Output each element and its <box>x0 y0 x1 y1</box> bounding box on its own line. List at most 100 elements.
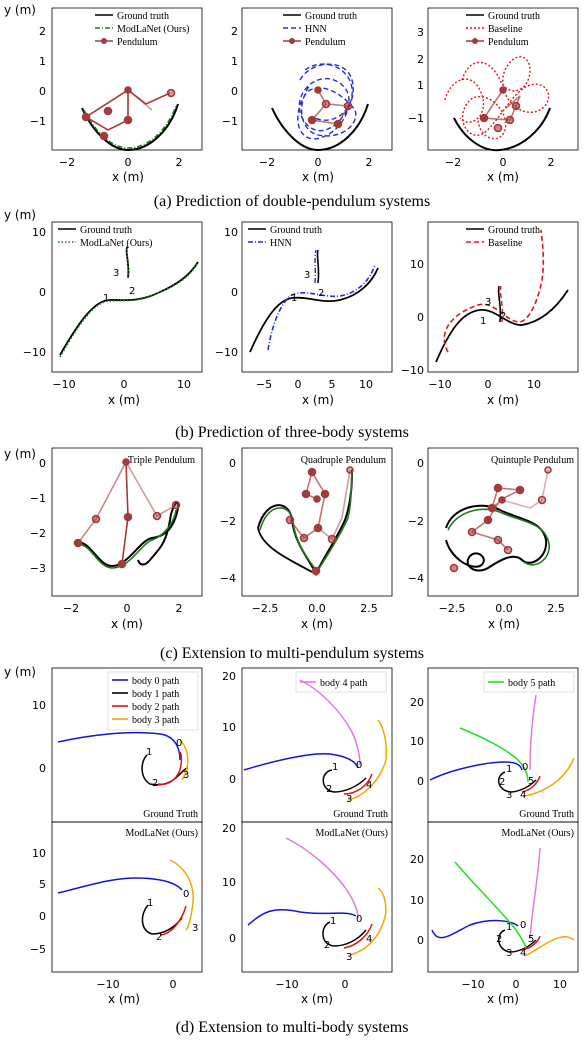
x-axis-label: x (m) <box>108 992 140 1006</box>
x-tick: −2.5 <box>252 602 279 615</box>
y-tick: 10 <box>410 735 424 748</box>
series-modlanet <box>59 263 198 358</box>
panel-title: Triple Pendulum <box>128 455 195 466</box>
y-axis-label: y (m) <box>4 447 36 461</box>
y-tick: −1 <box>30 492 46 505</box>
x-tick: −2 <box>59 156 75 169</box>
legend-label: Pendulum <box>305 37 346 48</box>
y-tick: 5 <box>39 878 46 891</box>
body-label: 2 <box>318 288 324 299</box>
x-tick: 0.0 <box>495 602 513 615</box>
axes-frame <box>51 221 203 373</box>
caption-b: (b) Prediction of three-body systems <box>175 424 409 441</box>
y-tick: 1 <box>39 55 46 68</box>
legend-label: Ground truth <box>488 225 540 236</box>
chart-b2: Ground truth HNN 3 2 1 −5 0 5 10 10 0 −1… <box>215 221 393 407</box>
y-ticks: 20 10 0 <box>410 696 424 788</box>
series-body4 <box>285 837 359 919</box>
body-label: 1 <box>506 764 512 775</box>
legend-label: Baseline <box>488 24 523 35</box>
x-ticks: −2.5 0.0 2.5 <box>252 602 378 615</box>
chart-d4: ModLaNet (Ours) 0 1 2 3 −10 0 10 5 0 −5 … <box>30 821 203 1006</box>
x-tick: 2.5 <box>360 602 378 615</box>
y-tick: 2 <box>417 53 424 66</box>
x-tick: 0 <box>342 978 349 991</box>
body-label: 1 <box>146 747 152 758</box>
x-ticks: −2 0 2 <box>259 156 373 169</box>
series-body1 <box>141 904 183 935</box>
series-body2 <box>159 905 187 936</box>
y-ticks: 0 −1 −2 −3 <box>30 457 46 575</box>
body-label: 2 <box>499 777 505 788</box>
y-tick: −2 <box>30 527 46 540</box>
y-tick: 0 <box>231 85 238 98</box>
legend: Ground truth ModLaNet (Ours) <box>58 225 152 249</box>
legend-label: HNN <box>270 238 292 249</box>
x-tick: 10 <box>527 378 541 391</box>
y-tick: 0 <box>231 286 238 299</box>
series-body3 <box>349 887 387 956</box>
series-hnn <box>267 264 376 351</box>
x-axis-label: x (m) <box>301 992 333 1006</box>
legend-label: body 2 path <box>132 702 179 713</box>
legend-label: body 5 path <box>508 678 555 689</box>
body-label: 1 <box>103 293 109 304</box>
legend-label: ModLaNet (Ours) <box>117 24 189 35</box>
x-axis-label: x (m) <box>108 393 140 407</box>
y-tick: 10 <box>32 847 46 860</box>
series-body3 <box>524 935 575 957</box>
y-tick: 0 <box>39 762 46 775</box>
legend: Ground truth Baseline <box>466 225 540 249</box>
body-label: 1 <box>332 762 338 773</box>
y-tick: 20 <box>410 696 424 709</box>
x-axis-label: x (m) <box>302 170 334 184</box>
body-label: 2 <box>324 940 330 951</box>
y-tick: 10 <box>410 258 424 271</box>
y-tick: −4 <box>220 572 236 585</box>
y-tick: −10 <box>23 346 46 359</box>
x-tick: −2 <box>259 156 275 169</box>
panel-title: ModLaNet (Ours) <box>502 828 574 839</box>
y-tick: 20 <box>222 670 236 683</box>
body-label: 1 <box>147 898 153 909</box>
series-body0 <box>247 908 357 926</box>
x-tick: −10 <box>52 378 75 391</box>
x-axis-label: x (m) <box>487 992 519 1006</box>
legend-label: Ground truth <box>305 11 357 22</box>
axes-frame <box>427 821 579 973</box>
body-label: 1 <box>480 316 486 327</box>
x-ticks: −2 0 2 <box>59 156 183 169</box>
body-label: 2 <box>500 311 506 322</box>
pendulum-links <box>307 86 353 129</box>
y-tick: −4 <box>408 572 424 585</box>
legend: Ground truth HNN <box>248 225 322 249</box>
x-ticks: −10 0 10 <box>461 978 567 991</box>
y-tick: 0 <box>417 934 424 947</box>
y-tick: 10 <box>410 894 424 907</box>
x-tick: 2 <box>548 156 555 169</box>
pendulum-links <box>479 86 521 133</box>
body-label: 0 <box>183 889 189 900</box>
y-tick: 0 <box>39 910 46 923</box>
y-tick: 1 <box>231 55 238 68</box>
series-body2 <box>343 923 373 949</box>
x-tick: −2 <box>63 602 79 615</box>
y-tick: 10 <box>32 226 46 239</box>
panel-title: Ground Truth <box>333 809 388 820</box>
legend: Ground truth HNN Pendulum <box>283 11 357 48</box>
body-label: 0 <box>520 920 526 931</box>
y-axis-label: y (m) <box>4 3 36 17</box>
legend-label: Ground truth <box>117 11 169 22</box>
y-tick: 10 <box>224 226 238 239</box>
x-tick: 2 <box>176 602 183 615</box>
series-body2 <box>157 751 183 786</box>
series-ground-truth <box>81 103 179 152</box>
x-tick: −10 <box>461 978 484 991</box>
body-label: 0 <box>522 762 528 773</box>
x-tick: 10 <box>553 978 567 991</box>
y-ticks: 20 10 0 <box>222 822 236 945</box>
y-tick: −1 <box>30 115 46 128</box>
series-body1 <box>498 771 537 793</box>
x-tick: 0 <box>121 378 128 391</box>
legend: Ground truth Baseline Pendulum <box>466 11 540 48</box>
